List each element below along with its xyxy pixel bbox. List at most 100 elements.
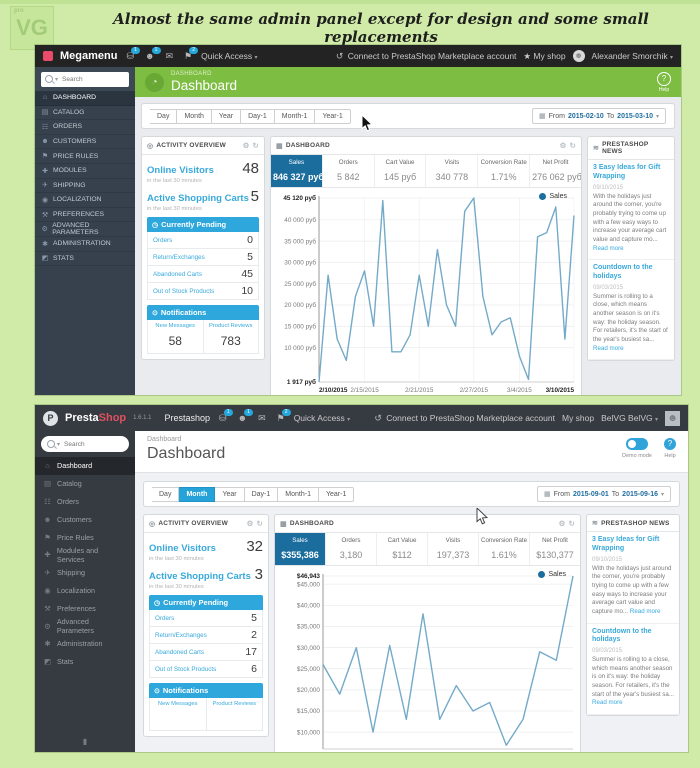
metric-tab[interactable]: Conversion Rate 1.71% <box>478 155 531 187</box>
my-shop-link[interactable]: ★ My shop <box>523 50 566 61</box>
pending-label[interactable]: Return/Exchanges <box>153 253 205 261</box>
brand-name[interactable]: Megamenu <box>60 50 118 62</box>
period-button[interactable]: Day-1 <box>241 108 275 124</box>
user-menu[interactable]: Alexander Smorchik ▾ <box>591 51 673 61</box>
brand-name[interactable]: PrestaShop <box>65 412 127 424</box>
period-button[interactable]: Day-1 <box>244 486 279 502</box>
pending-label[interactable]: Out of Stock Products <box>153 287 215 295</box>
cart-icon[interactable]: ⛁ 1 <box>217 408 233 424</box>
sidebar-item[interactable]: ⚑ PRICE RULES <box>35 149 135 164</box>
notification-label[interactable]: New Messages <box>155 323 196 329</box>
user-menu[interactable]: BelVG BelVG ▾ <box>601 413 658 423</box>
sidebar-item[interactable]: ✱ ADMINISTRATION <box>35 237 135 252</box>
sidebar-item[interactable]: ☻ CUSTOMERS <box>35 135 135 150</box>
sidebar-item[interactable]: ⌂ DASHBOARD <box>35 91 135 106</box>
period-button[interactable]: Month-1 <box>274 108 316 124</box>
online-visitors-link[interactable]: Online Visitors <box>149 543 216 554</box>
news-title-link[interactable]: 3 Easy Ideas for Gift Wrapping <box>593 164 661 180</box>
sidebar-item[interactable]: ✈ Shipping <box>35 564 135 582</box>
customers-icon[interactable]: ☻ 1 <box>236 409 254 423</box>
news-title-link[interactable]: 3 Easy Ideas for Gift Wrapping <box>592 536 660 552</box>
sidebar-item[interactable]: ◩ Stats <box>35 653 135 671</box>
metric-tab[interactable]: Net Profit 276 062 руб <box>530 155 581 187</box>
notifications-icon[interactable]: ⚑ 2 <box>275 408 291 424</box>
metric-tab[interactable]: Visits 197,373 <box>428 533 479 565</box>
metric-tab[interactable]: Net Profit $130,377 <box>530 533 580 565</box>
quick-access-menu[interactable]: Quick Access ▾ <box>293 413 351 423</box>
messages-icon[interactable]: ✉ <box>258 412 266 423</box>
notifications-icon[interactable]: ⚑ 2 <box>182 46 199 62</box>
marketplace-link[interactable]: ↺ Connect to PrestaShop Marketplace acco… <box>335 50 517 61</box>
refresh-icon[interactable]: ↻ <box>569 141 576 150</box>
period-button[interactable]: Month-1 <box>278 486 319 502</box>
sidebar-item[interactable]: ▤ Catalog <box>35 475 135 493</box>
gear-icon[interactable]: ⚙ <box>558 519 566 528</box>
period-button[interactable]: Year <box>211 108 242 124</box>
online-visitors-link[interactable]: Online Visitors <box>147 165 214 176</box>
demo-mode-toggle[interactable] <box>626 438 649 450</box>
notification-label[interactable]: Product Reviews <box>212 701 257 707</box>
period-button[interactable]: Day <box>150 108 178 124</box>
sidebar-item[interactable]: ⚙ Advanced Parameters <box>35 617 135 635</box>
period-button[interactable]: Month <box>177 108 212 124</box>
pending-label[interactable]: Orders <box>155 614 175 622</box>
messages-icon[interactable]: ✉ <box>165 50 174 61</box>
gear-icon[interactable]: ⚙ <box>246 519 254 528</box>
metric-tab[interactable]: Sales $355,386 <box>275 533 326 565</box>
date-range-picker[interactable]: ▦ From 2015-02-10 To 2015-03-10 ▾ <box>531 108 666 124</box>
sidebar-item[interactable]: ✱ Administration <box>35 635 135 653</box>
read-more-link[interactable]: Read more <box>592 699 623 707</box>
sidebar-item[interactable]: ⌂ Dashboard <box>35 457 135 475</box>
sidebar-item[interactable]: ⚒ Preferences <box>35 599 135 617</box>
notification-label[interactable]: New Messages <box>157 701 198 707</box>
metric-tab[interactable]: Orders 3,180 <box>326 533 377 565</box>
active-carts-link[interactable]: Active Shopping Carts <box>147 193 249 204</box>
pending-label[interactable]: Return/Exchanges <box>155 631 207 639</box>
sidebar-item[interactable]: ✈ SHIPPING <box>35 179 135 194</box>
my-shop-link[interactable]: My shop <box>561 413 595 423</box>
period-button[interactable]: Year <box>215 486 245 502</box>
metric-tab[interactable]: Cart Value 145 руб <box>375 155 427 187</box>
collapse-sidebar-icon[interactable]: ▮ <box>82 737 88 746</box>
help-button[interactable]: ? Help <box>657 71 671 93</box>
read-more-link[interactable]: Read more <box>593 344 624 352</box>
metric-tab[interactable]: Conversion Rate 1.61% <box>479 533 530 565</box>
user-avatar[interactable]: ☻ <box>665 410 680 426</box>
refresh-icon[interactable]: ↻ <box>252 141 259 150</box>
metric-tab[interactable]: Visits 340 778 <box>426 155 479 187</box>
search-input[interactable] <box>60 74 117 84</box>
metric-tab[interactable]: Sales 846 327 руб <box>271 155 323 187</box>
sidebar-item[interactable]: ◩ STATS <box>35 252 135 267</box>
sidebar-item[interactable]: ▤ CATALOG <box>35 106 135 121</box>
shop-name[interactable]: Prestashop <box>164 413 211 423</box>
pending-label[interactable]: Orders <box>153 236 173 244</box>
pending-label[interactable]: Out of Stock Products <box>155 665 217 673</box>
search-input[interactable] <box>62 439 115 449</box>
cart-icon[interactable]: ⛁ 1 <box>124 46 141 62</box>
news-title-link[interactable]: Countdown to the holidays <box>592 627 652 644</box>
quick-access-menu[interactable]: Quick Access ▾ <box>201 51 258 61</box>
read-more-link[interactable]: Read more <box>593 244 624 252</box>
help-icon[interactable]: ? <box>664 438 676 450</box>
marketplace-link[interactable]: ↺ Connect to PrestaShop Marketplace acco… <box>374 412 555 423</box>
notification-label[interactable]: Product Reviews <box>209 323 253 329</box>
period-button[interactable]: Day <box>152 486 180 502</box>
user-avatar[interactable]: ☻ <box>572 50 585 62</box>
sidebar-item[interactable]: ⚒ PREFERENCES <box>35 208 135 223</box>
sidebar-item[interactable]: ◉ Localization <box>35 582 135 600</box>
period-button[interactable]: Month <box>179 486 216 502</box>
sidebar-item[interactable]: ⚑ Price Rules <box>35 528 135 546</box>
refresh-icon[interactable]: ↻ <box>568 519 575 528</box>
gear-icon[interactable]: ⚙ <box>242 141 250 150</box>
sidebar-item[interactable]: ⚙ ADVANCED PARAMETERS <box>35 222 135 237</box>
gear-icon[interactable]: ⚙ <box>559 141 567 150</box>
period-button[interactable]: Year-1 <box>318 486 355 502</box>
chevron-down-icon[interactable]: ▾ <box>55 76 59 83</box>
read-more-link[interactable]: Read more <box>629 607 661 615</box>
sidebar-item[interactable]: ✚ MODULES <box>35 164 135 179</box>
metric-tab[interactable]: Orders 5 842 <box>323 155 375 187</box>
pending-label[interactable]: Abandoned Carts <box>153 270 203 278</box>
sidebar-item[interactable]: ◉ LOCALIZATION <box>35 193 135 208</box>
sidebar-item[interactable]: ☷ Orders <box>35 493 135 511</box>
period-button[interactable]: Year-1 <box>315 108 351 124</box>
